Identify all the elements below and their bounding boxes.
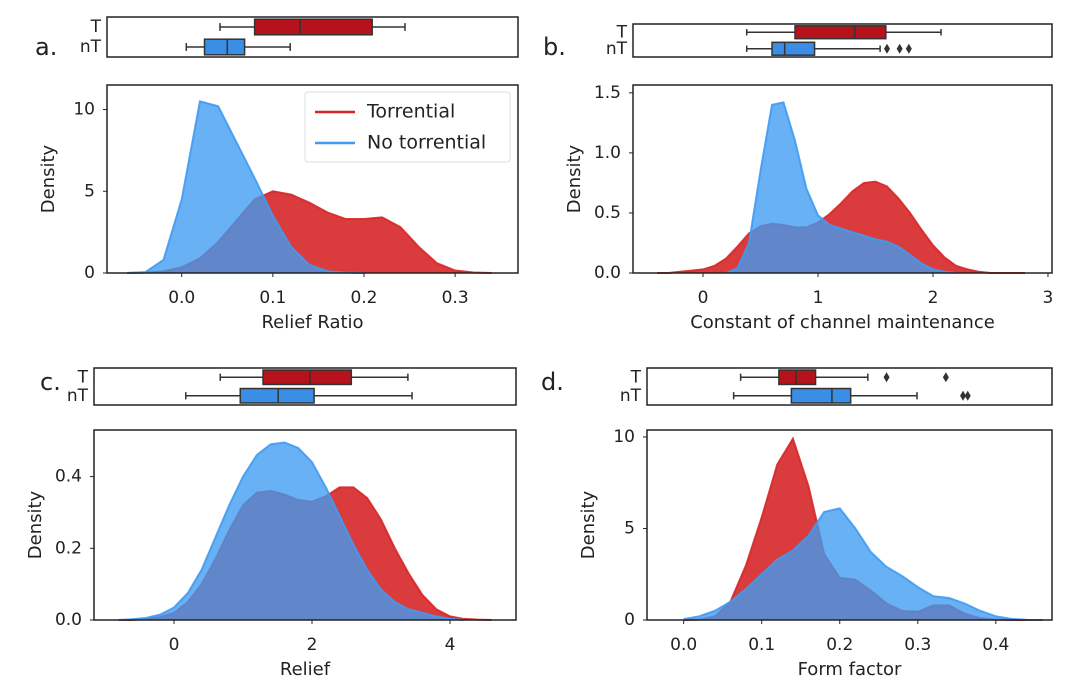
box — [203, 38, 246, 56]
x-tick-label: 0.4 — [982, 635, 1009, 655]
frame — [632, 84, 1053, 274]
y-axis-label: Density — [564, 144, 585, 213]
x-tick-label: 0.3 — [904, 635, 931, 655]
box — [239, 387, 315, 404]
y-tick-label: 10 — [73, 100, 95, 120]
box — [794, 25, 887, 40]
y-tick-label: 5 — [84, 181, 95, 201]
category-label: T — [90, 17, 102, 37]
y-tick-label: 0.4 — [55, 467, 82, 487]
outlier — [960, 390, 967, 401]
x-tick-label: 2 — [307, 635, 318, 655]
x-tick-label: 0.0 — [670, 635, 697, 655]
box — [778, 369, 817, 386]
x-tick-label: 2 — [928, 288, 939, 308]
density-area — [118, 442, 464, 620]
panel-label: d. — [541, 368, 564, 396]
x-tick-label: 0.1 — [748, 635, 775, 655]
category-label: nT — [80, 37, 102, 57]
panel-label: c. — [40, 368, 61, 396]
density-line — [683, 507, 1043, 621]
box — [771, 41, 816, 56]
category-label: nT — [606, 39, 628, 59]
y-tick-label: 0.2 — [55, 538, 82, 558]
x-axis-label: Constant of channel maintenance — [690, 312, 995, 333]
category-label: T — [77, 367, 89, 387]
category-label: T — [630, 367, 642, 387]
x-axis-label: Relief Ratio — [261, 312, 363, 333]
x-axis-label: Form factor — [798, 659, 902, 680]
y-tick-label: 1.0 — [594, 143, 621, 163]
y-tick-label: 0 — [84, 263, 95, 283]
category-label: nT — [620, 386, 642, 406]
y-tick-label: 10 — [613, 427, 635, 447]
y-axis-label: Density — [38, 144, 59, 213]
frame — [632, 23, 1053, 58]
y-tick-label: 1.5 — [594, 83, 621, 103]
legend-label: No torrential — [367, 132, 486, 154]
density-area — [683, 508, 1043, 620]
outlier — [964, 390, 971, 401]
panel-label: b. — [543, 33, 566, 61]
frame — [93, 367, 517, 406]
category-label: nT — [67, 386, 89, 406]
density-area — [127, 101, 364, 273]
legend-box — [304, 91, 511, 163]
box — [790, 387, 852, 404]
frame — [646, 367, 1053, 406]
outlier — [883, 43, 890, 54]
y-tick-label: 5 — [624, 518, 635, 538]
outlier — [896, 43, 903, 54]
legend-label: Torrential — [366, 101, 455, 123]
x-tick-label: 0.0 — [168, 288, 195, 308]
x-tick-label: 0.2 — [826, 635, 853, 655]
box — [253, 18, 373, 36]
density-line — [657, 180, 1025, 274]
x-tick-label: 0.2 — [350, 288, 377, 308]
panel-label: a. — [35, 33, 57, 61]
y-tick-label: 0.0 — [594, 263, 621, 283]
x-tick-label: 0.1 — [259, 288, 286, 308]
x-tick-label: 4 — [445, 635, 456, 655]
frame — [106, 84, 519, 274]
x-axis-label: Relief — [280, 659, 331, 680]
density-line — [127, 100, 365, 274]
y-tick-label: 0.0 — [55, 610, 82, 630]
density-line — [118, 441, 464, 621]
x-tick-label: 0 — [169, 635, 180, 655]
y-tick-label: 0.5 — [594, 203, 621, 223]
frame — [646, 429, 1053, 621]
frame — [93, 429, 517, 621]
outlier — [942, 372, 949, 383]
frame — [106, 16, 519, 58]
outlier — [905, 43, 912, 54]
density-line — [725, 101, 957, 274]
x-tick-label: 1 — [813, 288, 824, 308]
box — [262, 369, 353, 386]
y-axis-label: Density — [578, 490, 599, 559]
x-tick-label: 0 — [698, 288, 709, 308]
outlier — [883, 372, 890, 383]
x-tick-label: 0.3 — [442, 288, 469, 308]
y-tick-label: 0 — [624, 610, 635, 630]
density-area — [726, 102, 956, 273]
x-tick-label: 3 — [1043, 288, 1054, 308]
category-label: T — [616, 22, 628, 42]
y-axis-label: Density — [25, 490, 46, 559]
